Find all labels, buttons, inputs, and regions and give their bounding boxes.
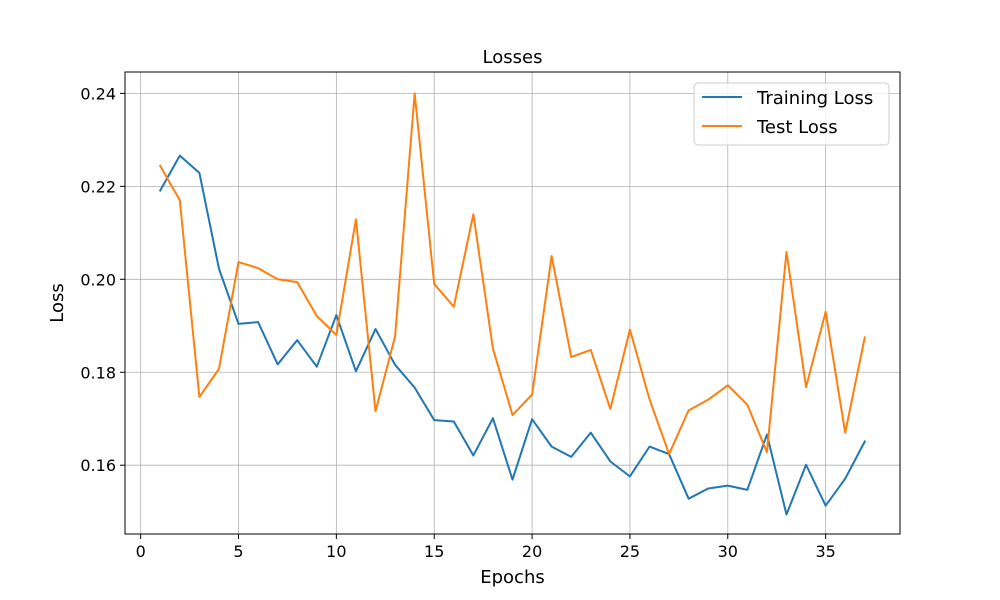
- legend-box: [693, 82, 890, 146]
- y-tick-label: 0.22: [80, 177, 116, 196]
- legend-label-test-loss: Test Loss: [756, 117, 838, 138]
- plot-area: [158, 92, 867, 516]
- x-tick-label: 30: [718, 542, 738, 561]
- grid: [125, 72, 900, 534]
- x-tick-label: 0: [136, 542, 146, 561]
- ticks: 0 5 10 15 20 25 30 35 0.16 0.18 0.20 0.22 0.24: [80, 84, 835, 561]
- axes-frame: [124, 71, 901, 535]
- series-line-test-loss: [158, 92, 866, 456]
- legend: Training Loss Test Loss: [693, 82, 890, 146]
- x-tick-label: 5: [233, 542, 243, 561]
- x-tick-label: 10: [326, 542, 346, 561]
- series-line-training-loss: [158, 154, 867, 516]
- chart-title: Losses: [483, 47, 543, 68]
- x-tick-label: 35: [815, 542, 835, 561]
- y-tick-label: 0.16: [80, 456, 116, 475]
- y-tick-label: 0.20: [80, 270, 116, 289]
- y-tick-label: 0.18: [80, 363, 116, 382]
- x-tick-label: 20: [522, 542, 542, 561]
- x-axis-label: Epochs: [480, 567, 545, 588]
- x-tick-label: 15: [424, 542, 444, 561]
- x-tick-label: 25: [620, 542, 640, 561]
- legend-label-training-loss: Training Loss: [756, 88, 873, 109]
- y-axis-label: Loss: [47, 283, 68, 322]
- y-tick-label: 0.24: [80, 84, 116, 103]
